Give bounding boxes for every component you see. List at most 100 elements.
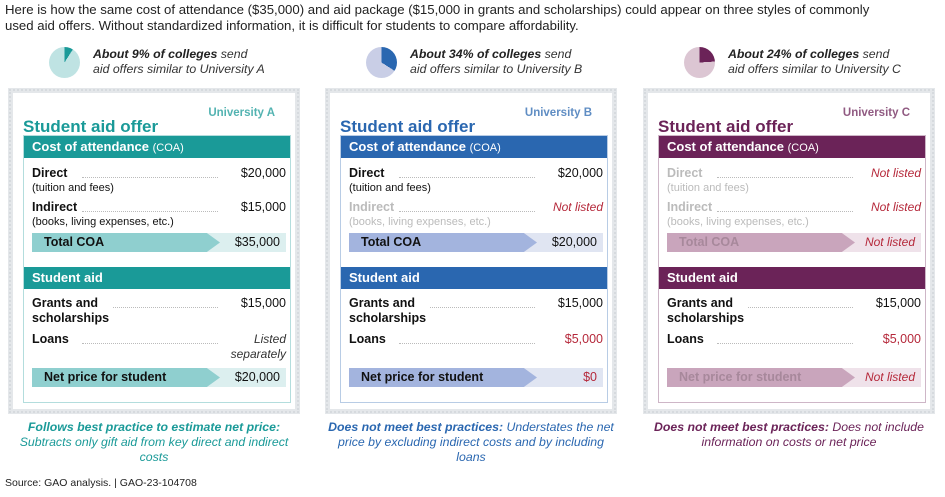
- coa-header-text: Cost of attendance: [32, 139, 150, 154]
- assessment-caption: Follows best practice to estimate net pr…: [8, 420, 300, 465]
- indirect-label: Indirect: [32, 200, 81, 215]
- total-summary: Total COA $20,000: [349, 233, 603, 252]
- leader-dots: [717, 307, 853, 308]
- grants-value-text: $15,000: [875, 296, 921, 310]
- loans-value-text: $5,000: [564, 332, 603, 346]
- direct-label: Direct: [32, 166, 71, 181]
- leader-dots: [82, 343, 218, 344]
- share-bold: About 9% of colleges: [93, 47, 218, 61]
- offer-box: Cost of attendance (COA) Direct (tuition …: [658, 135, 926, 403]
- leader-dots: [82, 177, 218, 178]
- student-aid-header: Student aid: [341, 267, 607, 289]
- aid-offer-card: University B Student aid offer Cost of a…: [325, 88, 617, 414]
- direct-sublabel: (tuition and fees): [32, 182, 114, 194]
- indirect-value: Not listed: [868, 200, 921, 215]
- grants-label: Grants and scholarships: [32, 296, 113, 326]
- share-rest: send: [217, 47, 248, 61]
- direct-row: Direct (tuition and fees) $20,000: [349, 166, 603, 195]
- grants-row: Grants and scholarships $15,000: [349, 296, 603, 326]
- total-value: Not listed: [864, 235, 915, 249]
- loans-value: Listed separately: [228, 332, 286, 362]
- direct-value: $20,000: [238, 166, 286, 181]
- coa-header-text: Cost of attendance: [667, 139, 785, 154]
- aid-offer-card: University A Student aid offer Cost of a…: [8, 88, 300, 414]
- share-line2: aid offers similar to University B: [410, 62, 583, 76]
- share-text: About 24% of colleges send aid offers sim…: [728, 47, 901, 77]
- leader-dots: [717, 177, 853, 178]
- indirect-row: Indirect (books, living expenses, etc.) N…: [667, 200, 921, 229]
- grants-label-text: Grants and: [32, 296, 98, 310]
- loans-value: $5,000: [880, 332, 921, 347]
- offer-title: Student aid offer: [23, 117, 159, 136]
- loans-label-text: Loans: [349, 332, 386, 346]
- net-label: Net price for student: [32, 368, 220, 387]
- grants-label-text: Grants and: [667, 296, 733, 310]
- offer-title: Student aid offer: [340, 117, 476, 136]
- leader-dots: [399, 307, 535, 308]
- direct-label: Direct: [667, 166, 706, 181]
- net-label: Net price for student: [349, 368, 537, 387]
- pie-chart-icon: [366, 47, 397, 78]
- grants-value-text: $15,000: [557, 296, 603, 310]
- university-name: University B: [524, 107, 592, 119]
- leader-dots: [399, 177, 535, 178]
- coa-abbr: (COA): [152, 142, 184, 154]
- direct-label-text: Direct: [349, 166, 385, 180]
- leader-dots: [717, 211, 853, 212]
- loans-value-text: $5,000: [882, 332, 921, 346]
- share-text: About 9% of colleges send aid offers simi…: [93, 47, 265, 77]
- pie-chart-icon: [684, 47, 715, 78]
- source-note: Source: GAO analysis. | GAO-23-104708: [5, 477, 197, 489]
- grants-value-text: $15,000: [240, 296, 286, 310]
- assessment-caption: Does not meet best practices: Understate…: [325, 420, 617, 465]
- offer-title: Student aid offer: [658, 117, 794, 136]
- share-rest: send: [859, 47, 890, 61]
- grants-value: $15,000: [238, 296, 286, 311]
- direct-label: Direct: [349, 166, 388, 181]
- direct-value-text: $20,000: [240, 166, 286, 180]
- student-aid-header: Student aid: [659, 267, 925, 289]
- grants-row: Grants and scholarships $15,000: [32, 296, 286, 326]
- caption-bold: Does not meet best practices:: [654, 420, 829, 434]
- leader-dots: [82, 211, 218, 212]
- grants-label-line2: scholarships: [349, 311, 427, 325]
- total-value: $35,000: [234, 235, 280, 249]
- total-label: Total COA: [349, 233, 537, 252]
- total-label: Total COA: [667, 233, 855, 252]
- indirect-value-text: Not listed: [552, 200, 603, 214]
- grants-value: $15,000: [873, 296, 921, 311]
- student-aid-header: Student aid: [24, 267, 290, 289]
- loans-value-line2: separately: [230, 347, 286, 361]
- offer-box: Cost of attendance (COA) Direct (tuition …: [340, 135, 608, 403]
- aid-offer-column-b: About 34% of colleges send aid offers sim…: [325, 0, 617, 497]
- coa-header-text: Cost of attendance: [349, 139, 467, 154]
- indirect-sublabel: (books, living expenses, etc.): [32, 216, 174, 228]
- pie-chart-icon: [49, 47, 80, 78]
- coa-header: Cost of attendance (COA): [24, 136, 290, 158]
- offer-box: Cost of attendance (COA) Direct (tuition …: [23, 135, 291, 403]
- leader-dots: [399, 211, 535, 212]
- loans-label: Loans: [32, 332, 72, 347]
- indirect-value-text: $15,000: [240, 200, 286, 214]
- coa-abbr: (COA): [787, 142, 819, 154]
- loans-label-text: Loans: [667, 332, 704, 346]
- indirect-row: Indirect (books, living expenses, etc.) N…: [349, 200, 603, 229]
- indirect-label-text: Indirect: [349, 200, 395, 214]
- share-text: About 34% of colleges send aid offers sim…: [410, 47, 582, 77]
- share-line2: aid offers similar to University C: [728, 62, 901, 76]
- caption-rest: Subtracts only gift aid from key direct …: [19, 435, 289, 464]
- assessment-caption: Does not meet best practices: Does not i…: [643, 420, 935, 450]
- coa-header: Cost of attendance (COA): [659, 136, 925, 158]
- net-label: Net price for student: [667, 368, 855, 387]
- total-label: Total COA: [32, 233, 220, 252]
- aid-offer-column-a: About 9% of colleges send aid offers simi…: [8, 0, 300, 497]
- aid-offer-column-c: About 24% of colleges send aid offers sim…: [643, 0, 935, 497]
- indirect-value: Not listed: [550, 200, 603, 215]
- loans-value-text: Listed: [253, 332, 286, 346]
- grants-label-line2: scholarships: [667, 311, 745, 325]
- indirect-sublabel: (books, living expenses, etc.): [349, 216, 491, 228]
- direct-value-text: Not listed: [870, 166, 921, 180]
- direct-value-text: $20,000: [557, 166, 603, 180]
- total-summary: Total COA $35,000: [32, 233, 286, 252]
- share-rest: send: [541, 47, 572, 61]
